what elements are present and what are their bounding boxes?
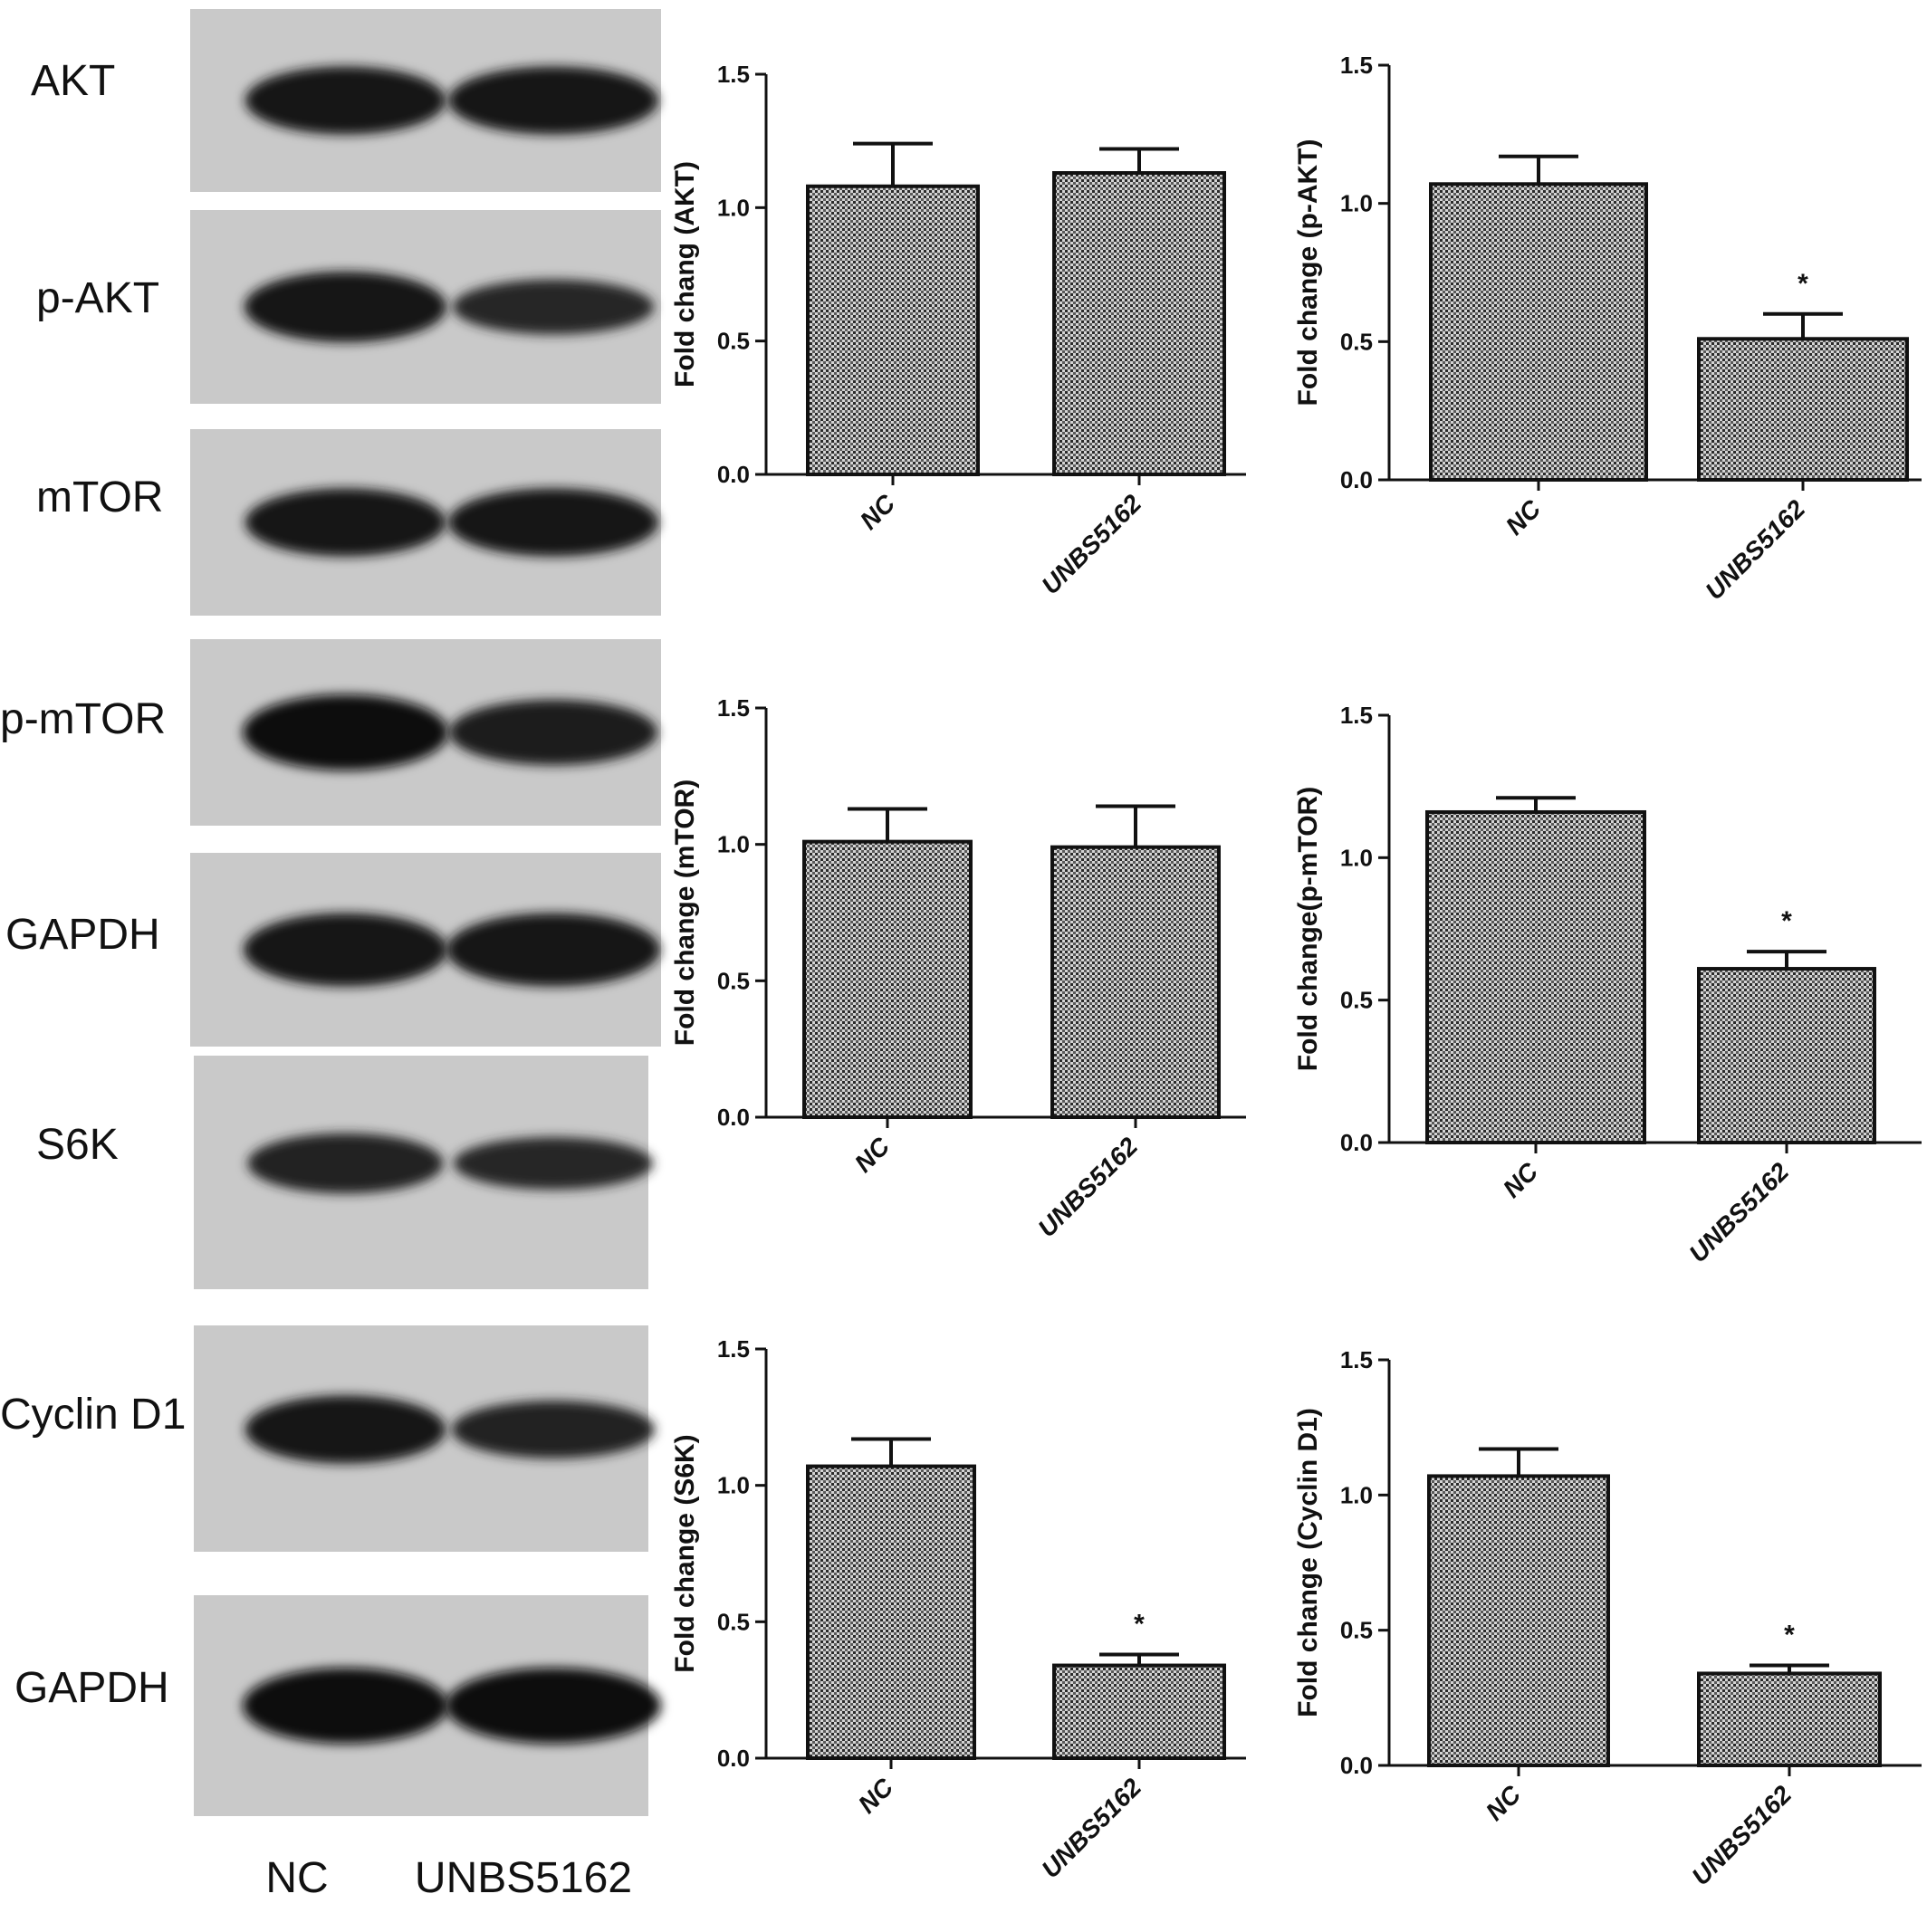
bar (1697, 337, 1909, 482)
y-tick-label: 1.0 (1340, 190, 1373, 217)
y-axis-label: Fold change (Cyclin D1) (1293, 1408, 1323, 1717)
blot-row-label: Cyclin D1 (0, 1391, 186, 1439)
bar-chart: 0.0 0.5 1.0 1.5 Fold change (Cyclin D1) NC UNB… (1293, 1346, 1922, 1890)
bar (1052, 171, 1226, 476)
y-tick-label: 1.0 (1340, 844, 1373, 871)
x-tick-label: UNBS5162 (1686, 1780, 1797, 1890)
blot-band (244, 271, 447, 343)
bar-chart: 0.0 0.5 1.0 1.5 Fold change (mTOR) NC UNBS5162 (670, 694, 1246, 1242)
blot-row-label: p-mTOR (0, 695, 166, 743)
bar (806, 184, 980, 476)
blot-band (244, 488, 446, 557)
blot-row-label: p-AKT (36, 274, 159, 322)
x-tick-label: UNBS5162 (1036, 489, 1146, 599)
blot-band (243, 913, 448, 987)
blot-band (446, 913, 661, 987)
blot-row-label: mTOR (36, 473, 163, 521)
y-tick-label: 0.0 (1340, 466, 1373, 493)
blot-band (446, 1668, 661, 1744)
blot-row-label: S6K (36, 1121, 119, 1169)
significance-mark: * (1134, 1609, 1145, 1639)
bar-chart: 0.0 0.5 1.0 1.5 Fold change (p-AKT) NC UNBS516… (1293, 52, 1922, 605)
blot-lane-label: UNBS5162 (415, 1854, 632, 1902)
bar (1050, 845, 1221, 1119)
blot-band (452, 279, 655, 335)
blot-row-label: GAPDH (14, 1664, 169, 1712)
x-tick-label: UNBS5162 (1683, 1157, 1794, 1267)
y-tick-label: 0.5 (1340, 328, 1373, 355)
blot-lane-label: NC (265, 1854, 328, 1902)
y-axis-label: Fold change (S6K) (670, 1434, 700, 1672)
significance-mark: * (1784, 1620, 1795, 1650)
x-tick-label: UNBS5162 (1700, 494, 1810, 605)
bar (806, 1464, 976, 1761)
y-tick-label: 0.0 (717, 1745, 750, 1772)
bar (1052, 1663, 1226, 1760)
y-tick-label: 0.0 (1340, 1129, 1373, 1156)
blot-band (247, 1133, 444, 1194)
x-tick-label: NC (853, 1773, 899, 1819)
y-tick-label: 1.0 (717, 194, 750, 221)
blot-row-label: GAPDH (5, 911, 160, 959)
y-tick-label: 0.5 (717, 1608, 750, 1635)
y-axis-label: Fold change (mTOR) (670, 779, 700, 1046)
blot-row-label: AKT (31, 57, 115, 105)
x-tick-label: NC (1500, 494, 1547, 540)
y-tick-label: 1.5 (717, 694, 750, 722)
y-axis-label: Fold change (p-AKT) (1293, 139, 1323, 406)
y-tick-label: 0.0 (717, 461, 750, 488)
bar (1697, 967, 1876, 1145)
bar (1429, 182, 1648, 482)
blot-band (447, 488, 659, 557)
bar (1697, 1671, 1882, 1768)
bar (1425, 809, 1646, 1145)
significance-mark: * (1781, 906, 1792, 936)
y-tick-label: 1.5 (1340, 702, 1373, 729)
western-blot-panel: AKT p-AKT mTOR p-mTOR GAPDH S6K Cyclin D1 GAPDH… (0, 9, 661, 1902)
blot-band (243, 694, 448, 770)
blot-band (243, 1668, 448, 1744)
y-axis-label: Fold change(p-mTOR) (1293, 787, 1323, 1071)
y-tick-label: 0.5 (1340, 987, 1373, 1014)
x-tick-label: UNBS5162 (1032, 1132, 1143, 1242)
bar-chart: 0.0 0.5 1.0 1.5 Fold change (S6K) NC UNBS5162 * (670, 1335, 1246, 1883)
y-tick-label: 1.5 (717, 1335, 750, 1363)
significance-mark: * (1798, 269, 1808, 299)
x-tick-label: NC (849, 1132, 896, 1178)
y-tick-label: 1.0 (1340, 1481, 1373, 1508)
y-tick-label: 1.0 (717, 831, 750, 858)
x-tick-label: UNBS5162 (1036, 1773, 1146, 1883)
y-tick-label: 0.5 (717, 967, 750, 994)
bar (1427, 1474, 1610, 1767)
y-tick-label: 1.5 (1340, 52, 1373, 79)
blot-band (447, 66, 659, 135)
y-tick-label: 0.5 (1340, 1617, 1373, 1644)
blot-band (244, 66, 446, 135)
x-tick-label: NC (1498, 1157, 1544, 1203)
y-tick-label: 1.5 (717, 61, 750, 88)
x-tick-label: NC (1481, 1780, 1527, 1826)
y-tick-label: 1.5 (1340, 1346, 1373, 1373)
x-tick-label: NC (855, 489, 901, 535)
y-tick-label: 1.0 (717, 1472, 750, 1499)
bar-chart: 0.0 0.5 1.0 1.5 Fold change(p-mTOR) NC UNBS516… (1293, 702, 1922, 1267)
y-axis-label: Fold chang (AKT) (670, 161, 700, 387)
y-tick-label: 0.0 (717, 1104, 750, 1131)
y-tick-label: 0.5 (717, 328, 750, 355)
blot-band (451, 1401, 656, 1459)
blot-band (453, 1137, 654, 1190)
bar (802, 839, 973, 1119)
bar-chart: 0.0 0.5 1.0 1.5 Fold chang (AKT) NC UNBS5162 (670, 61, 1246, 599)
blot-band (244, 1395, 446, 1464)
y-tick-label: 0.0 (1340, 1752, 1373, 1779)
blot-band (448, 699, 658, 766)
